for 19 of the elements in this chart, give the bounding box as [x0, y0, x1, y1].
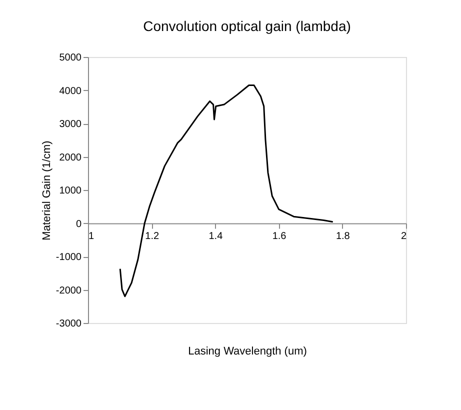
x-tick-label: 1 [88, 230, 94, 242]
x-tick-label: 1.4 [208, 230, 224, 242]
y-tick-label: 0 [76, 218, 82, 230]
y-tick-label: 4000 [59, 86, 82, 97]
x-tick-label: 1.6 [272, 230, 287, 242]
y-tick-label: 2000 [59, 152, 82, 164]
line-series [119, 84, 334, 298]
x-tick-label: 1.8 [336, 230, 350, 242]
x-tick-label: 1.2 [145, 230, 160, 242]
chart-title: Convolution optical gain (lambda) [143, 18, 351, 34]
x-tick-label: 2 [400, 230, 407, 242]
y-tick-label: -2000 [56, 285, 82, 296]
x-axis-title: Lasing Wavelength (um) [188, 346, 307, 358]
y-tick-label: -1000 [56, 252, 82, 263]
y-tick-label: -3000 [56, 318, 82, 330]
y-axis-title: Material Gain (1/cm) [40, 140, 53, 240]
y-tick-label: 5000 [59, 52, 82, 64]
y-tick-label: 1000 [59, 186, 82, 196]
y-tick-label: 3000 [59, 119, 82, 130]
